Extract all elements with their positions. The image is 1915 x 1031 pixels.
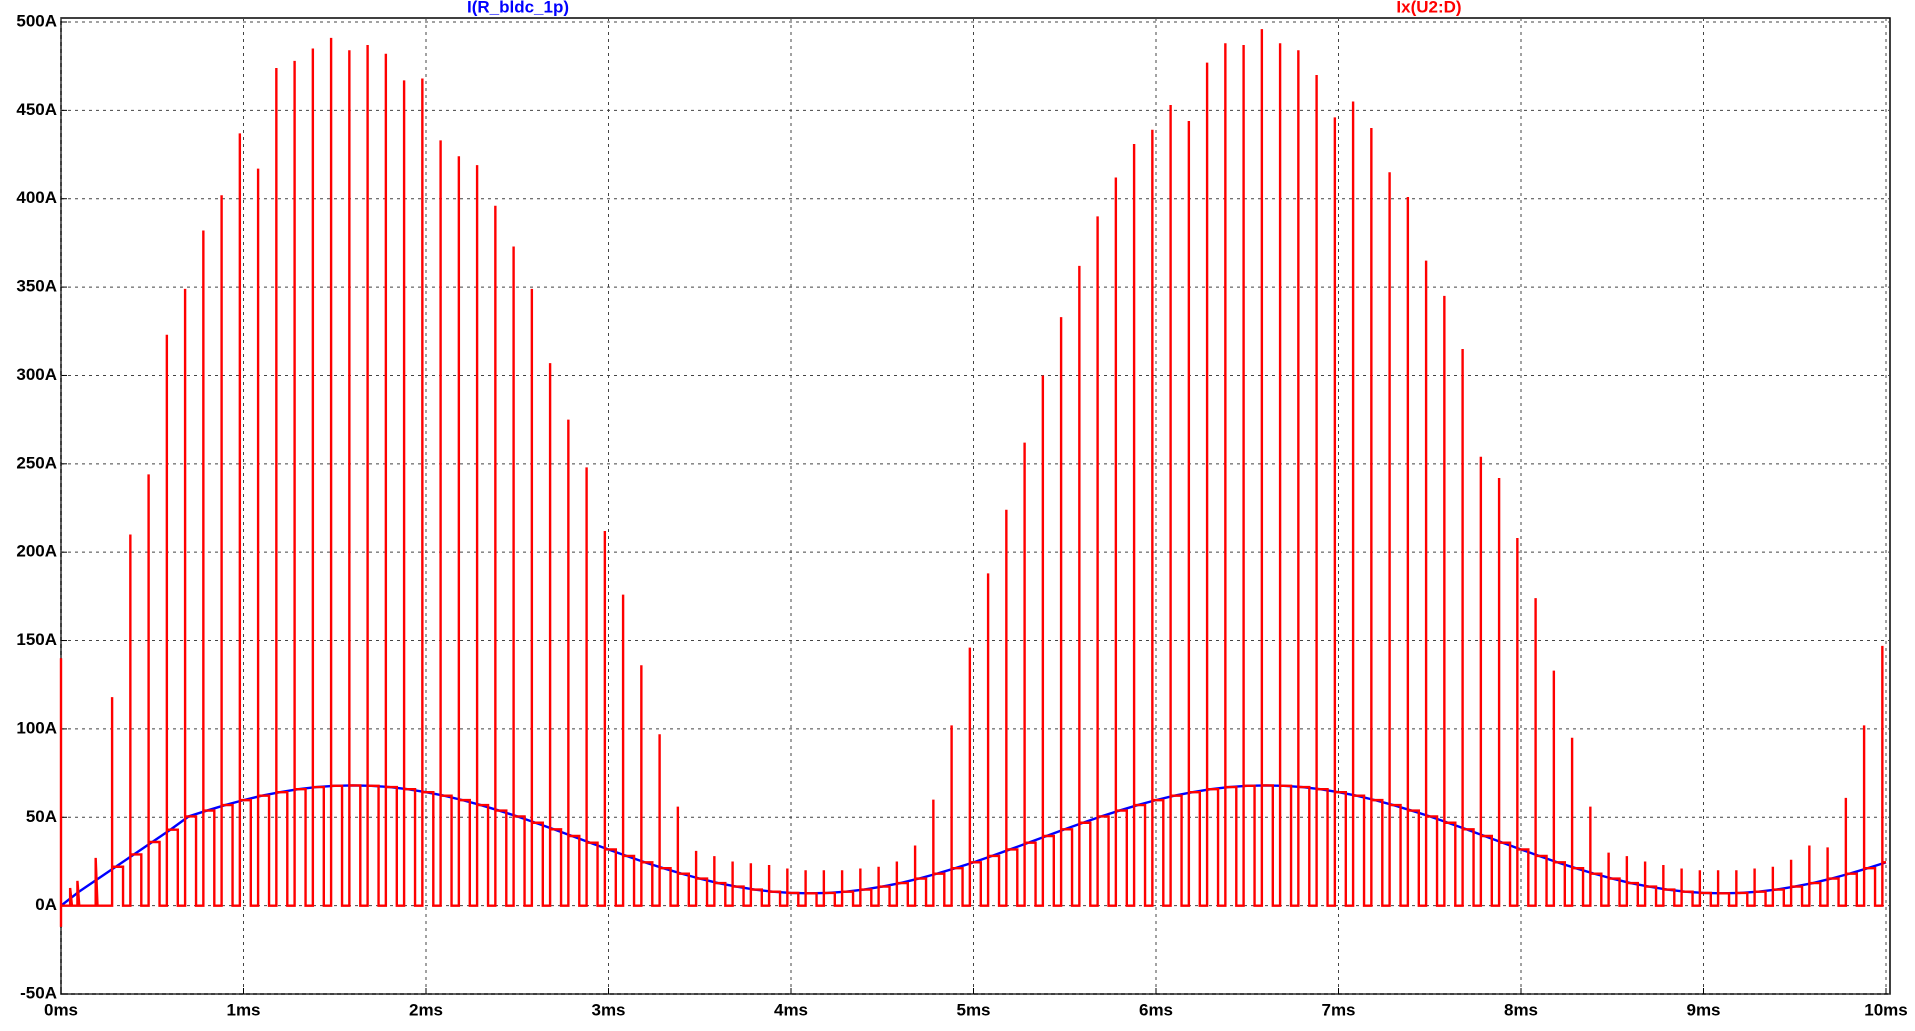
y-tick-label: 250A: [16, 453, 57, 472]
x-tick-label: 8ms: [1504, 1000, 1538, 1019]
y-tick-label: 0A: [35, 895, 57, 914]
x-tick-label: 7ms: [1321, 1000, 1355, 1019]
x-tick-label: 3ms: [591, 1000, 625, 1019]
x-tick-label: 1ms: [226, 1000, 260, 1019]
y-tick-label: 200A: [16, 542, 57, 561]
legend-entry: Ix(U2:D): [1396, 0, 1461, 16]
x-tick-label: 5ms: [956, 1000, 990, 1019]
y-tick-label: 150A: [16, 630, 57, 649]
x-tick-label: 0ms: [44, 1000, 78, 1019]
x-tick-label: 6ms: [1139, 1000, 1173, 1019]
y-tick-label: 400A: [16, 188, 57, 207]
x-tick-label: 4ms: [774, 1000, 808, 1019]
y-tick-label: 50A: [26, 807, 57, 826]
series-line: [59, 29, 1886, 927]
y-tick-label: 500A: [16, 11, 57, 30]
x-tick-label: 2ms: [409, 1000, 443, 1019]
legend-entry: I(R_bldc_1p): [467, 0, 569, 16]
y-tick-label: -50A: [20, 983, 57, 1002]
plot-frame: [60, 17, 1891, 995]
y-tick-label: 300A: [16, 365, 57, 384]
y-tick-label: 350A: [16, 277, 57, 296]
x-tick-label: 9ms: [1686, 1000, 1720, 1019]
y-tick-label: 450A: [16, 100, 57, 119]
x-tick-label: 10ms: [1864, 1000, 1907, 1019]
y-tick-label: 100A: [16, 718, 57, 737]
